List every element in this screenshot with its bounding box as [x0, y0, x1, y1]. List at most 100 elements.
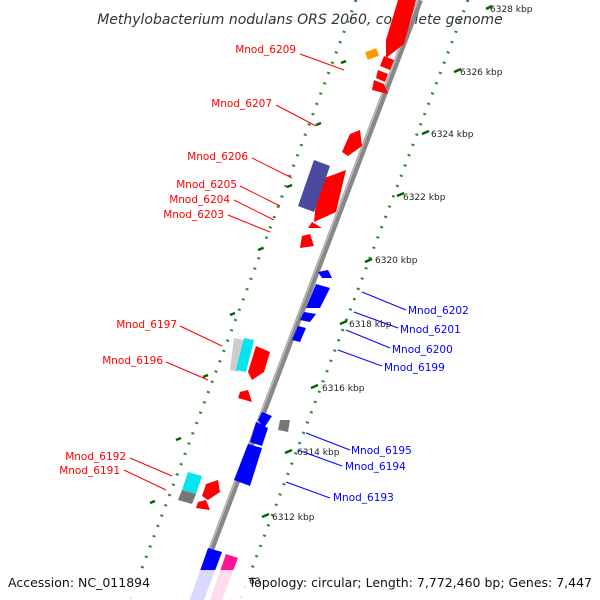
- gene-label-mnod-6191[interactable]: Mnod_6191: [59, 465, 120, 477]
- tick-mark: [339, 319, 348, 326]
- gene-label-mnod-6195[interactable]: Mnod_6195: [351, 445, 412, 457]
- gene-arrow[interactable]: [318, 270, 332, 278]
- left-track-ticks: [149, 59, 347, 505]
- gene-gray[interactable]: [178, 490, 196, 504]
- gene-label-mnod-6202[interactable]: Mnod_6202: [408, 305, 469, 317]
- gene-arrow[interactable]: [300, 234, 314, 248]
- leader-line: [123, 469, 167, 491]
- tick-labels: 6328 kbp 6326 kbp 6324 kbp 6322 kbp 6320…: [272, 5, 533, 523]
- gene-cyan[interactable]: [236, 338, 254, 372]
- gene-label-mnod-6194[interactable]: Mnod_6194: [345, 461, 406, 473]
- gene-arrow[interactable]: [376, 70, 388, 82]
- tick-label: 6326 kbp: [460, 68, 503, 78]
- gene-arrow[interactable]: [306, 284, 330, 308]
- gene-label-mnod-6193[interactable]: Mnod_6193: [333, 492, 394, 504]
- gene-label-mnod-6203[interactable]: Mnod_6203: [163, 209, 224, 221]
- leader-line: [337, 349, 383, 367]
- gene-arrow[interactable]: [292, 326, 306, 342]
- tick-mark: [261, 512, 270, 519]
- tick-mark: [257, 246, 264, 252]
- leader-line: [129, 457, 173, 477]
- tick-mark: [453, 67, 462, 74]
- gene-arrow[interactable]: [308, 222, 322, 228]
- gene-label-mnod-6197[interactable]: Mnod_6197: [116, 319, 177, 331]
- left-gene-labels: Mnod_6209 Mnod_6207 Mnod_6206 Mnod_6205 …: [59, 44, 345, 491]
- gene-arrow[interactable]: [300, 312, 316, 322]
- right-gene-labels: Mnod_6202 Mnod_6201 Mnod_6200 Mnod_6199 …: [285, 291, 469, 504]
- gene-gray[interactable]: [278, 420, 290, 432]
- gene-label-mnod-6200[interactable]: Mnod_6200: [392, 344, 453, 356]
- gene-label-mnod-6204[interactable]: Mnod_6204: [169, 194, 230, 206]
- leader-line: [353, 311, 399, 329]
- leader-line: [275, 104, 317, 127]
- footer-backdrop: [0, 570, 600, 600]
- gene-arrow[interactable]: [202, 480, 220, 500]
- leader-line: [305, 432, 351, 451]
- outer-dotted-track-right: [238, 0, 470, 600]
- genome-summary-text: Topology: circular; Length: 7,772,460 bp…: [248, 575, 592, 590]
- tick-mark: [202, 373, 209, 379]
- leader-line: [361, 291, 407, 311]
- gene-arrow-top[interactable]: [386, 0, 416, 58]
- tick-label: 6316 kbp: [322, 384, 365, 394]
- tick-mark: [340, 59, 347, 65]
- outer-dotted-track-left: [128, 0, 358, 600]
- gene-arrow[interactable]: [258, 412, 272, 428]
- tick-label: 6324 kbp: [431, 130, 474, 140]
- forward-genes: [196, 0, 416, 510]
- gene-cyan[interactable]: [182, 472, 202, 494]
- gene-arrow[interactable]: [380, 56, 394, 70]
- genome-backbone: [189, 0, 423, 600]
- tick-mark: [229, 311, 236, 317]
- leader-line: [165, 361, 209, 381]
- gene-label-mnod-6199[interactable]: Mnod_6199: [384, 362, 445, 374]
- gene-orange[interactable]: [364, 48, 380, 60]
- gene-arrow[interactable]: [250, 422, 268, 446]
- tick-mark: [175, 436, 182, 442]
- gene-arrow[interactable]: [372, 80, 388, 94]
- gene-lightgray[interactable]: [230, 338, 244, 372]
- backbone-highlight: [189, 0, 419, 600]
- gene-purple[interactable]: [298, 160, 330, 212]
- tick-mark: [485, 4, 493, 11]
- gene-arrow[interactable]: [248, 346, 270, 380]
- partial-tick-label: 63: [249, 577, 260, 587]
- tick-mark: [396, 191, 405, 198]
- gene-arrow[interactable]: [342, 130, 362, 156]
- tick-label: 6314 kbp: [297, 448, 340, 458]
- tick-mark: [286, 183, 293, 189]
- tick-mark: [315, 121, 322, 127]
- tick-label: 6322 kbp: [403, 193, 446, 203]
- tick-mark: [364, 257, 373, 264]
- gene-label-mnod-6201[interactable]: Mnod_6201: [400, 324, 461, 336]
- tick-label: 6320 kbp: [375, 256, 418, 266]
- leader-line: [345, 329, 391, 349]
- tick-mark: [310, 383, 319, 390]
- gene-label-mnod-6196[interactable]: Mnod_6196: [102, 355, 163, 367]
- gene-label-mnod-6205[interactable]: Mnod_6205: [176, 179, 237, 191]
- gene-label-mnod-6192[interactable]: Mnod_6192: [65, 451, 126, 463]
- gene-arrow[interactable]: [238, 390, 252, 402]
- leader-line: [299, 53, 345, 71]
- tick-label: 6328 kbp: [490, 5, 533, 15]
- gene-label-mnod-6209[interactable]: Mnod_6209: [235, 44, 296, 56]
- gene-label-mnod-6207[interactable]: Mnod_6207: [211, 98, 272, 110]
- leader-line: [239, 185, 281, 207]
- leader-line: [233, 199, 275, 221]
- leader-line: [179, 325, 223, 347]
- gene-arrow[interactable]: [234, 444, 262, 486]
- leader-line: [251, 157, 293, 179]
- leader-line: [227, 214, 271, 233]
- accession-text: Accession: NC_011894: [8, 575, 150, 590]
- leader-line: [297, 449, 343, 467]
- tick-label: 6318 kbp: [349, 320, 392, 330]
- leader-line: [285, 481, 331, 499]
- map-title: Methylobacterium nodulans ORS 2060, comp…: [97, 12, 503, 28]
- gene-label-mnod-6206[interactable]: Mnod_6206: [187, 151, 248, 163]
- tick-mark: [421, 129, 430, 136]
- kbp-ticks: [261, 4, 493, 519]
- tick-mark: [149, 499, 156, 505]
- gene-arrow[interactable]: [196, 500, 210, 510]
